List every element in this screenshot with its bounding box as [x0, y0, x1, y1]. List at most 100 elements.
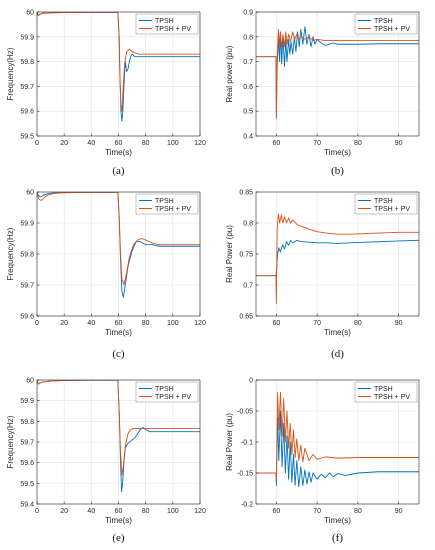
y-tick-label: 59.8 — [20, 252, 34, 259]
y-tick-label: 0.6 — [243, 84, 253, 91]
series-line-tpsh — [256, 239, 419, 277]
y-tick-label: -0.15 — [237, 471, 253, 478]
legend-entry: TPSH — [374, 386, 393, 393]
y-tick-label: 0.5 — [243, 109, 253, 116]
chart-panel-c: 0 20 40 60 80 100 12059.659.759.859.960Time(s)… — [6, 190, 206, 361]
chart-panel-a: 0 20 40 60 80 100 12059.559.659.759.859.960Tim… — [6, 10, 206, 178]
chart-panel-d: 60 70 80 90 0.65 0.7 0.75 0.8 0.85 Time(s) Real Po… — [225, 190, 420, 360]
x-tick-label: 40 — [87, 140, 95, 147]
x-tick-label: 60 — [272, 320, 280, 327]
x-tick-label: 70 — [313, 508, 321, 515]
y-tick-label: 0.65 — [239, 314, 253, 321]
chart-panel-f: 60 70 80 90 -0.2 -0.15 -0.1 -0.05 0 Time(s) Real P… — [225, 378, 420, 544]
x-tick-label: 120 — [194, 140, 206, 147]
y-tick-label: 0.7 — [243, 283, 253, 290]
legend-entry: TPSH + PV — [374, 394, 410, 401]
legend-entry: TPSH — [374, 18, 393, 25]
y-tick-label: -0.1 — [241, 440, 253, 447]
y-tick-label: 0.85 — [239, 190, 253, 197]
x-tick-label: 80 — [142, 140, 150, 147]
legend-entry: TPSH — [374, 198, 393, 205]
panel-label: (e) — [112, 532, 125, 544]
panel-label: (f) — [332, 532, 343, 544]
axes-frame — [255, 11, 420, 137]
x-tick-label: 70 — [313, 140, 321, 147]
y-tick-label: 0 — [249, 378, 253, 385]
y-tick-label: 59.7 — [20, 283, 34, 290]
x-axis-label: Time(s) — [105, 148, 132, 157]
y-tick-label: 59.6 — [20, 460, 34, 467]
series-line-tpsh-pv — [37, 380, 200, 476]
y-tick-label: 59.4 — [20, 502, 34, 509]
x-tick-label: 100 — [167, 508, 179, 515]
x-tick-label: 120 — [194, 508, 206, 515]
x-tick-label: 90 — [395, 140, 403, 147]
y-axis-label: Frequency(Hz) — [6, 47, 15, 100]
y-axis-label: Frequency(Hz) — [6, 415, 15, 468]
x-tick-label: 40 — [87, 508, 95, 515]
series-line-tpsh-pv — [256, 391, 419, 480]
y-tick-label: 0.7 — [243, 59, 253, 66]
y-tick-label: -0.05 — [237, 409, 253, 416]
x-tick-label: 0 — [35, 140, 39, 147]
x-axis-label: Time(s) — [105, 328, 132, 337]
x-tick-label: 100 — [167, 320, 179, 327]
x-tick-label: 80 — [354, 508, 362, 515]
x-axis-label: Time(s) — [105, 516, 132, 525]
series-line-tpsh — [256, 410, 419, 488]
y-axis-label: Real power (pu) — [225, 45, 234, 102]
y-tick-label: 59.9 — [20, 398, 34, 405]
y-tick-label: 59.8 — [20, 59, 34, 66]
panel-label: (b) — [331, 165, 344, 177]
x-tick-label: 80 — [354, 140, 362, 147]
y-axis-label: Real Power (pu) — [225, 225, 234, 283]
x-tick-label: 100 — [167, 140, 179, 147]
x-tick-label: 70 — [313, 320, 321, 327]
x-axis-label: Time(s) — [324, 516, 351, 525]
y-tick-label: 59.7 — [20, 84, 34, 91]
legend-entry: TPSH + PV — [155, 206, 191, 213]
y-axis-label: Frequency(Hz) — [6, 227, 15, 280]
y-tick-label: 0.8 — [243, 34, 253, 41]
x-tick-label: 20 — [60, 320, 68, 327]
legend-entry: TPSH + PV — [374, 206, 410, 213]
x-tick-label: 60 — [272, 508, 280, 515]
y-tick-label: 60 — [26, 378, 34, 385]
x-tick-label: 0 — [35, 320, 39, 327]
x-tick-label: 90 — [395, 508, 403, 515]
y-tick-label: 59.5 — [20, 481, 34, 488]
chart-panel-e: 0 20 40 60 80 100 120 59.4 59.5 59.6 59.7 59.8 59.9 6… — [6, 378, 206, 545]
panel-label: (a) — [112, 165, 125, 177]
panel-label: (c) — [112, 348, 125, 360]
y-tick-label: 59.5 — [20, 134, 34, 141]
series-line-tpsh-pv — [256, 28, 419, 120]
panel-label: (d) — [331, 348, 344, 360]
x-tick-label: 80 — [142, 320, 150, 327]
x-tick-label: 60 — [115, 508, 123, 515]
legend-entry: TPSH + PV — [155, 394, 191, 401]
y-tick-label: 59.6 — [20, 109, 34, 116]
y-tick-label: 59.8 — [20, 419, 34, 426]
x-tick-label: 20 — [60, 508, 68, 515]
y-tick-label: 60 — [26, 10, 34, 17]
series-line-tpsh-pv — [256, 213, 419, 305]
y-tick-label: 0.4 — [243, 134, 253, 141]
x-tick-label: 60 — [115, 320, 123, 327]
legend-entry: TPSH — [155, 198, 174, 205]
x-tick-label: 80 — [142, 508, 150, 515]
series-line-tpsh-pv — [37, 12, 200, 112]
x-tick-label: 120 — [194, 320, 206, 327]
x-tick-label: 90 — [395, 320, 403, 327]
x-axis-label: Time(s) — [324, 328, 351, 337]
chart-panel-b: 60 70 80 90 0.4 0.5 0.6 0.7 0.8 0.9 Time(s) Real po… — [225, 10, 420, 177]
y-tick-label: 59.9 — [20, 34, 34, 41]
y-tick-label: 0.75 — [239, 252, 253, 259]
x-tick-label: 0 — [35, 508, 39, 515]
y-axis-label: Real Power (pu) — [225, 413, 234, 471]
